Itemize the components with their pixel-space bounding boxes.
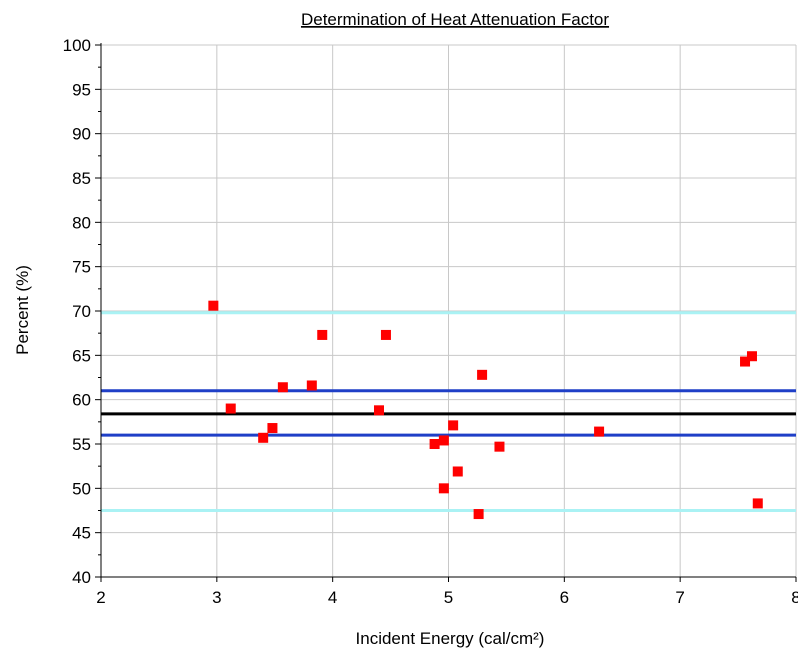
data-point bbox=[317, 329, 328, 340]
data-point bbox=[374, 405, 384, 416]
data-point bbox=[438, 435, 449, 446]
data-point bbox=[477, 369, 488, 380]
data-point bbox=[494, 441, 505, 452]
x-tick-label: 8 bbox=[791, 588, 798, 607]
grid bbox=[101, 44, 797, 577]
y-tick-label: 90 bbox=[72, 125, 91, 144]
y-tick-label: 65 bbox=[72, 346, 91, 365]
x-tick-label: 4 bbox=[328, 588, 337, 607]
y-axis-label: Percent (%) bbox=[13, 265, 32, 355]
x-tick-label: 5 bbox=[444, 588, 453, 607]
y-tick-label: 50 bbox=[72, 479, 91, 498]
data-point bbox=[380, 329, 391, 340]
y-tick-label: 80 bbox=[72, 213, 91, 232]
data-point bbox=[277, 382, 288, 393]
data-point bbox=[267, 423, 278, 434]
data-point bbox=[746, 351, 757, 362]
y-tick-label: 60 bbox=[72, 391, 91, 410]
data-point bbox=[448, 420, 459, 431]
x-tick-label: 7 bbox=[675, 588, 684, 607]
data-point bbox=[306, 380, 317, 391]
y-tick-label: 70 bbox=[72, 302, 91, 321]
axes bbox=[95, 43, 797, 582]
chart-title: Determination of Heat Attenuation Factor bbox=[301, 10, 609, 29]
data-point bbox=[473, 509, 484, 520]
x-axis-label: Incident Energy (cal/cm²) bbox=[356, 629, 545, 648]
data-point bbox=[438, 483, 449, 494]
data-point bbox=[258, 432, 269, 443]
y-tick-label: 95 bbox=[72, 80, 91, 99]
data-point bbox=[594, 426, 605, 437]
y-tick-label: 85 bbox=[72, 169, 91, 188]
reference-lines bbox=[101, 311, 796, 512]
y-tick-label: 45 bbox=[72, 524, 91, 543]
data-point bbox=[225, 403, 236, 414]
y-tick-label: 55 bbox=[72, 435, 91, 454]
y-tick-label: 100 bbox=[63, 36, 91, 55]
x-tick-label: 6 bbox=[560, 588, 569, 607]
data-point bbox=[740, 356, 751, 367]
data-point bbox=[208, 300, 219, 311]
x-tick-label: 3 bbox=[212, 588, 221, 607]
y-tick-label: 75 bbox=[72, 258, 91, 277]
data-points bbox=[208, 300, 763, 520]
x-tick-label: 2 bbox=[96, 588, 105, 607]
data-point bbox=[752, 498, 763, 509]
data-point bbox=[452, 466, 463, 477]
y-tick-label: 40 bbox=[72, 568, 91, 587]
data-point bbox=[429, 439, 440, 449]
